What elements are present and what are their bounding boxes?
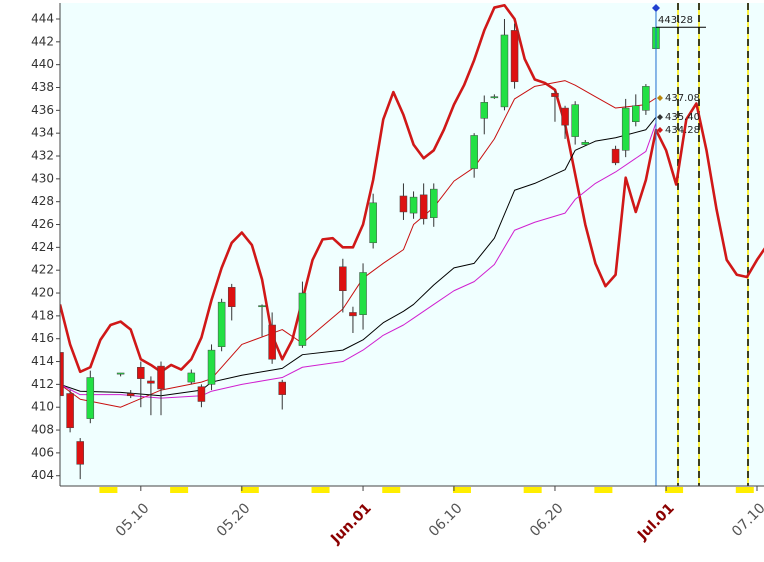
plot-data-layer xyxy=(60,3,764,486)
candle-body xyxy=(76,441,84,465)
weekend-marker xyxy=(665,487,684,493)
y-tick-label: 428 xyxy=(31,194,54,208)
candle-body xyxy=(298,292,307,346)
y-tick-label: 430 xyxy=(31,171,54,185)
price-label: 437.08 xyxy=(665,93,700,104)
x-tick-label: 05.20 xyxy=(214,500,254,540)
weekend-marker xyxy=(452,487,471,493)
candle-body xyxy=(581,142,590,145)
candle-body xyxy=(369,202,377,244)
weekend-marker xyxy=(523,487,542,493)
candle-body xyxy=(147,380,155,384)
y-tick-label: 444 xyxy=(31,11,54,25)
y-tick-label: 414 xyxy=(31,354,54,368)
candle-body xyxy=(470,135,478,169)
candle-body xyxy=(399,195,408,213)
indicator-line xyxy=(60,80,657,408)
price-marker xyxy=(656,114,663,121)
y-tick-label: 406 xyxy=(31,445,54,459)
y-tick-label: 442 xyxy=(31,34,54,48)
y-tick-label: 432 xyxy=(31,149,54,163)
candle-body xyxy=(500,34,509,108)
candle-body xyxy=(571,104,579,137)
y-tick-label: 426 xyxy=(31,217,54,231)
weekend-marker xyxy=(311,487,330,493)
y-tick-label: 434 xyxy=(31,126,54,140)
candle-body xyxy=(642,86,650,111)
price-label: 434.28 xyxy=(665,125,700,136)
candle-body xyxy=(561,107,569,126)
y-tick-label: 410 xyxy=(31,400,54,414)
candle-body xyxy=(551,92,559,97)
x-tick-label: Jul.01 xyxy=(634,500,678,544)
candle-body xyxy=(126,393,135,397)
y-tick-label: 404 xyxy=(31,468,54,482)
candle-body xyxy=(268,324,276,360)
weekend-marker xyxy=(382,487,401,493)
candle-body xyxy=(116,372,125,375)
candle-body xyxy=(339,266,347,291)
candle-body xyxy=(217,301,226,347)
candle-body xyxy=(419,194,428,220)
y-tick-label: 424 xyxy=(31,240,54,254)
candle-body xyxy=(278,381,286,395)
x-tick-label: Jun.01 xyxy=(327,500,374,547)
candle-body xyxy=(60,352,64,397)
weekend-marker xyxy=(240,487,259,493)
last-bar-diamond xyxy=(651,4,660,12)
y-tick-label: 408 xyxy=(31,423,54,437)
candle-body xyxy=(409,196,418,214)
x-tick-label: 06.10 xyxy=(426,500,466,540)
weekend-marker xyxy=(735,487,754,493)
price-marker xyxy=(656,95,663,102)
candle-body xyxy=(611,148,620,164)
candle-body xyxy=(621,107,630,151)
indicator-line xyxy=(60,3,764,374)
y-tick-label: 420 xyxy=(31,286,54,300)
candle-body xyxy=(349,312,357,317)
y-tick-label: 422 xyxy=(31,263,54,277)
y-tick-label: 436 xyxy=(31,103,54,117)
candle-body xyxy=(207,349,216,385)
weekend-marker xyxy=(594,487,613,493)
candle-body xyxy=(227,287,236,307)
candle-body xyxy=(137,366,145,379)
candle-body xyxy=(490,96,499,99)
candle-body xyxy=(258,305,266,308)
x-tick-label: 06.20 xyxy=(527,500,567,540)
y-tick-label: 416 xyxy=(31,331,54,345)
candle-body xyxy=(197,386,206,402)
y-tick-label: 438 xyxy=(31,80,54,94)
y-tick-label: 440 xyxy=(31,57,54,71)
candle-body xyxy=(359,272,367,315)
candle-body xyxy=(157,365,165,390)
plot-back-layer xyxy=(677,3,749,486)
x-tick-label: 05.10 xyxy=(113,500,153,540)
plot-background xyxy=(60,3,764,486)
price-marker xyxy=(656,126,663,133)
candle-body xyxy=(480,102,489,119)
y-tick-label: 418 xyxy=(31,308,54,322)
candle-body xyxy=(86,377,95,419)
x-tick-label: 07.10 xyxy=(729,500,764,540)
price-label: 435.40 xyxy=(665,112,700,123)
candle-body xyxy=(187,372,196,383)
candle-body xyxy=(510,30,519,83)
candle-body xyxy=(430,188,438,218)
weekend-marker xyxy=(99,487,118,493)
weekend-marker xyxy=(170,487,189,493)
candle-body xyxy=(632,105,640,123)
candle-body xyxy=(66,393,74,429)
price-label: 443.28 xyxy=(658,15,693,26)
y-tick-label: 412 xyxy=(31,377,54,391)
